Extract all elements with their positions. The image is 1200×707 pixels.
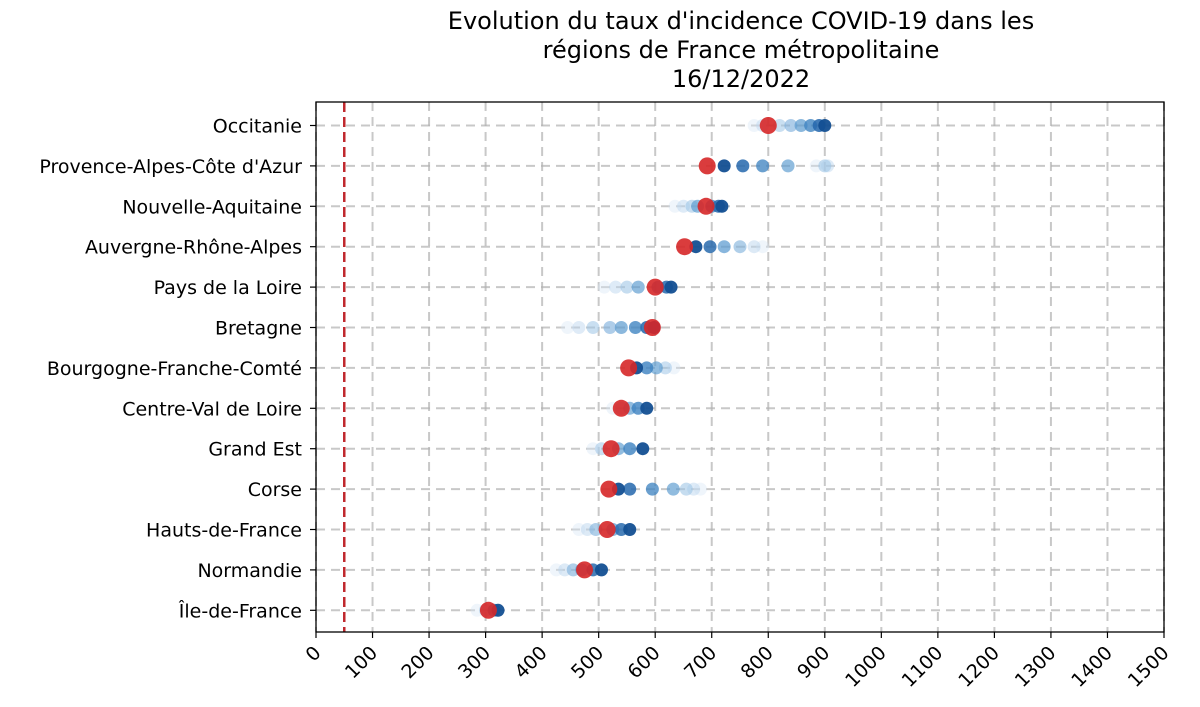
y-tick-label: Provence-Alpes-Côte d'Azur — [39, 156, 302, 178]
current-point — [600, 480, 618, 498]
history-point — [773, 119, 787, 132]
x-tick-label: 600 — [624, 642, 665, 683]
x-tick-label: 1000 — [841, 642, 891, 692]
chart-title-line-2: régions de France métropolitaine — [543, 36, 940, 64]
current-point — [612, 399, 630, 417]
history-point — [623, 442, 637, 456]
y-tick-label: Normandie — [197, 560, 302, 582]
history-point — [609, 280, 623, 294]
y-tick-label: Corse — [248, 479, 302, 501]
y-tick-label: Auvergne-Rhône-Alpes — [85, 237, 302, 259]
history-point — [664, 280, 678, 294]
current-point — [646, 278, 664, 296]
x-tick-label: 700 — [680, 642, 721, 683]
y-tick-label: Île-de-France — [178, 599, 302, 622]
data-points — [470, 117, 835, 619]
history-point — [781, 159, 795, 173]
x-tick-label: 100 — [341, 642, 382, 683]
current-point — [759, 117, 777, 134]
y-tick-label: Bourgogne-Franche-Comté — [47, 358, 302, 380]
history-point — [636, 442, 650, 456]
history-point — [689, 240, 703, 254]
history-point — [818, 159, 832, 173]
history-point — [747, 119, 761, 132]
grid-lines — [315, 102, 1165, 632]
y-tick-label: Nouvelle-Aquitaine — [122, 196, 302, 218]
history-point — [561, 321, 575, 334]
x-tick-label: 1400 — [1067, 642, 1117, 692]
history-point — [658, 361, 672, 375]
current-point — [602, 440, 620, 458]
x-tick-label: 500 — [567, 642, 608, 683]
history-point — [756, 159, 770, 173]
history-point — [703, 240, 717, 254]
current-point — [698, 157, 716, 175]
x-tick-label: 1100 — [898, 642, 948, 692]
current-point — [479, 601, 497, 619]
history-point — [736, 159, 750, 173]
history-point — [589, 523, 603, 536]
history-point — [717, 159, 731, 173]
history-point — [628, 321, 642, 334]
history-point — [784, 119, 798, 132]
history-point — [572, 321, 586, 334]
y-tick-label: Grand Est — [208, 439, 302, 461]
history-point — [640, 361, 654, 375]
history-point — [623, 482, 637, 496]
history-point — [717, 240, 731, 254]
chart-title-line-3: 16/12/2022 — [672, 65, 810, 93]
x-tick-label: 300 — [454, 642, 495, 683]
history-point — [733, 240, 747, 254]
history-point — [614, 321, 628, 334]
history-point — [640, 401, 654, 415]
current-point — [676, 238, 694, 256]
history-point — [645, 482, 659, 496]
history-point — [715, 199, 729, 213]
history-point — [623, 523, 637, 536]
current-point — [620, 359, 638, 377]
x-tick-label: 0 — [301, 642, 325, 666]
y-tick-label: Bretagne — [215, 318, 302, 340]
current-point — [598, 521, 616, 538]
x-tick-label: 800 — [737, 642, 778, 683]
current-point — [576, 561, 594, 579]
history-point — [747, 240, 761, 254]
history-point — [603, 321, 617, 334]
history-point — [649, 361, 663, 375]
history-point — [693, 482, 707, 496]
x-tick-label: 900 — [793, 642, 834, 683]
chart-title-line-1: Evolution du taux d'incidence COVID-19 d… — [448, 7, 1034, 35]
x-tick-labels: 0 100 200 300 400 500 600 700 800 900 1000 1100 1200… — [301, 632, 1174, 692]
current-point — [643, 319, 661, 336]
plot-frame — [315, 101, 1165, 633]
history-point — [668, 199, 682, 213]
y-tick-labels: Occitanie Provence-Alpes-Côte d'Azur Nouve… — [39, 116, 316, 622]
history-point — [794, 119, 808, 132]
x-tick-label: 1300 — [1011, 642, 1061, 692]
y-tick-label: Centre-Val de Loire — [122, 398, 302, 420]
history-point — [594, 563, 608, 577]
y-tick-label: Hauts-de-France — [146, 520, 302, 542]
x-tick-label: 400 — [510, 642, 551, 683]
y-tick-label: Occitanie — [213, 116, 302, 138]
y-tick-label: Pays de la Loire — [154, 277, 302, 299]
history-point — [818, 119, 832, 132]
x-tick-label: 1500 — [1124, 642, 1174, 692]
x-tick-label: 200 — [397, 642, 438, 683]
history-point — [586, 321, 600, 334]
history-point — [597, 280, 611, 294]
current-point — [697, 197, 715, 215]
history-point — [679, 482, 693, 496]
history-point — [620, 280, 634, 294]
x-tick-label: 1200 — [954, 642, 1004, 692]
history-point — [666, 482, 680, 496]
history-point — [631, 280, 645, 294]
